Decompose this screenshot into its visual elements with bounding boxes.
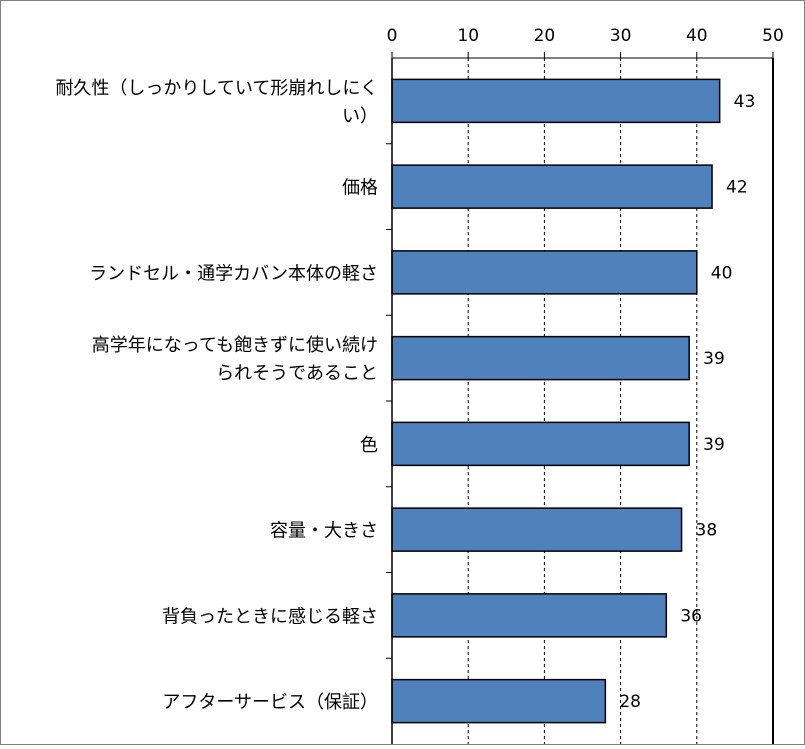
gridlines bbox=[467, 58, 698, 744]
bar bbox=[391, 335, 690, 381]
bar bbox=[391, 593, 668, 638]
bar bbox=[391, 250, 698, 295]
bar bbox=[391, 421, 690, 467]
x-tick-label: 20 bbox=[534, 26, 556, 46]
category-label: 容量・大きさ bbox=[270, 521, 378, 542]
axes bbox=[386, 52, 774, 744]
data-label: 36 bbox=[680, 606, 702, 626]
data-label: 39 bbox=[703, 349, 725, 369]
data-label: 42 bbox=[726, 178, 748, 198]
bar bbox=[391, 678, 607, 724]
data-label: 39 bbox=[703, 435, 725, 455]
x-tick-label: 30 bbox=[610, 26, 632, 46]
category-label: 背負ったときに感じる軽さ bbox=[162, 606, 378, 627]
category-label: 価格 bbox=[342, 178, 378, 199]
data-label: 40 bbox=[711, 263, 733, 283]
data-label: 43 bbox=[734, 92, 756, 112]
x-tick-label: 50 bbox=[762, 26, 784, 46]
data-label: 28 bbox=[619, 692, 641, 712]
bars bbox=[391, 78, 721, 724]
category-label: 高学年になっても飽きずに使い続け bbox=[92, 335, 378, 356]
bar bbox=[391, 78, 721, 124]
category-label: 耐久性（しっかりしていて形崩れしにく bbox=[55, 78, 378, 99]
data-label: 38 bbox=[696, 521, 718, 541]
category-label: アフターサービス（保証） bbox=[162, 692, 378, 713]
category-label: られそうであること bbox=[216, 363, 378, 384]
data-labels: 43 42 40 39 39 38 36 28 bbox=[619, 92, 755, 712]
x-tick-label: 0 bbox=[387, 26, 398, 46]
x-tick-label: 10 bbox=[457, 26, 479, 46]
tick-labels: 0 10 20 30 40 50 bbox=[387, 26, 784, 46]
bar bbox=[391, 507, 683, 552]
category-label: ランドセル・通学カバン本体の軽さ bbox=[89, 263, 378, 284]
bar bbox=[391, 164, 713, 209]
category-label: い） bbox=[342, 106, 378, 127]
category-label: 色 bbox=[360, 435, 378, 456]
x-tick-label: 40 bbox=[686, 26, 708, 46]
